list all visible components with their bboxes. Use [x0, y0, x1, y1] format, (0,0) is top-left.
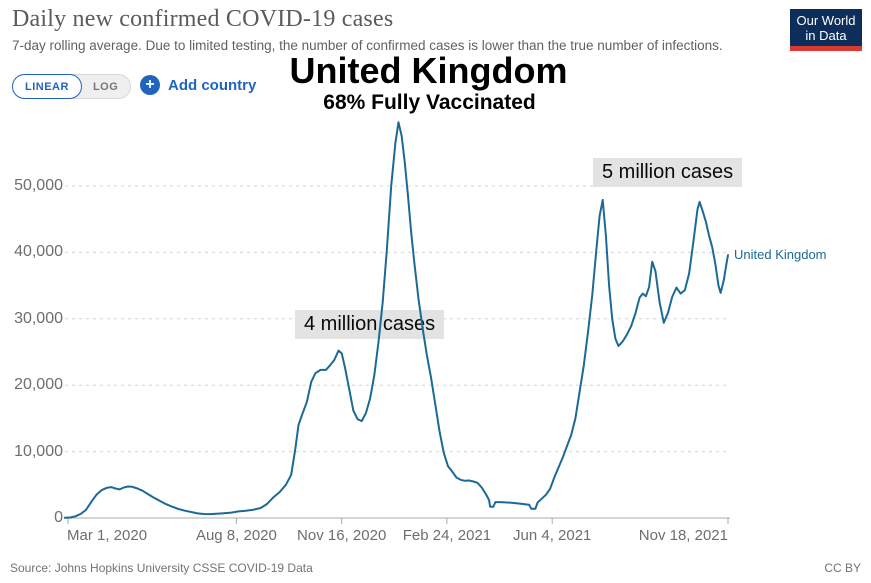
annotation-4-million-cases: 4 million cases	[295, 310, 445, 339]
series-end-label[interactable]: United Kingdom	[734, 247, 827, 263]
y-tick-label: 10,000	[14, 442, 63, 460]
annotation-5-million-cases: 5 million cases	[593, 158, 743, 187]
x-tick-label: Mar 1, 2020	[67, 527, 148, 544]
add-country-label: Add country	[168, 76, 257, 94]
add-country-button[interactable]: + Add country	[140, 75, 256, 95]
owid-logo[interactable]: Our World in Data	[790, 9, 862, 51]
x-tick-label: Nov 18, 2021	[638, 527, 728, 544]
logo-line2: in Data	[805, 27, 847, 43]
y-tick-label: 20,000	[14, 376, 63, 394]
x-tick-label: Feb 24, 2021	[402, 527, 492, 544]
x-tick-label: Jun 4, 2021	[513, 527, 592, 544]
chart-subtitle: 7-day rolling average. Due to limited te…	[12, 38, 723, 53]
log-scale-button[interactable]: LOG	[92, 80, 119, 93]
x-tick-label: Aug 8, 2020	[195, 527, 277, 544]
x-tick-label: Nov 16, 2020	[297, 527, 387, 544]
scale-toggle: LINEAR LOG	[12, 74, 132, 99]
chart-title: Daily new confirmed COVID-19 cases	[12, 6, 394, 32]
overlay-vaccinated-subtitle: 68% Fully Vaccinated	[323, 91, 536, 114]
linear-scale-button[interactable]: LINEAR	[12, 74, 82, 99]
logo-line1: Our World	[796, 12, 856, 28]
license-link[interactable]: CC BY	[824, 561, 861, 575]
y-tick-label: 40,000	[14, 243, 63, 261]
y-tick-label: 0	[54, 509, 63, 526]
source-attribution: Source: Johns Hopkins University CSSE CO…	[10, 561, 313, 575]
plus-icon: +	[140, 75, 160, 95]
overlay-country-title: United Kingdom	[289, 50, 568, 91]
y-tick-label: 30,000	[14, 309, 63, 327]
y-tick-label: 50,000	[14, 177, 63, 194]
